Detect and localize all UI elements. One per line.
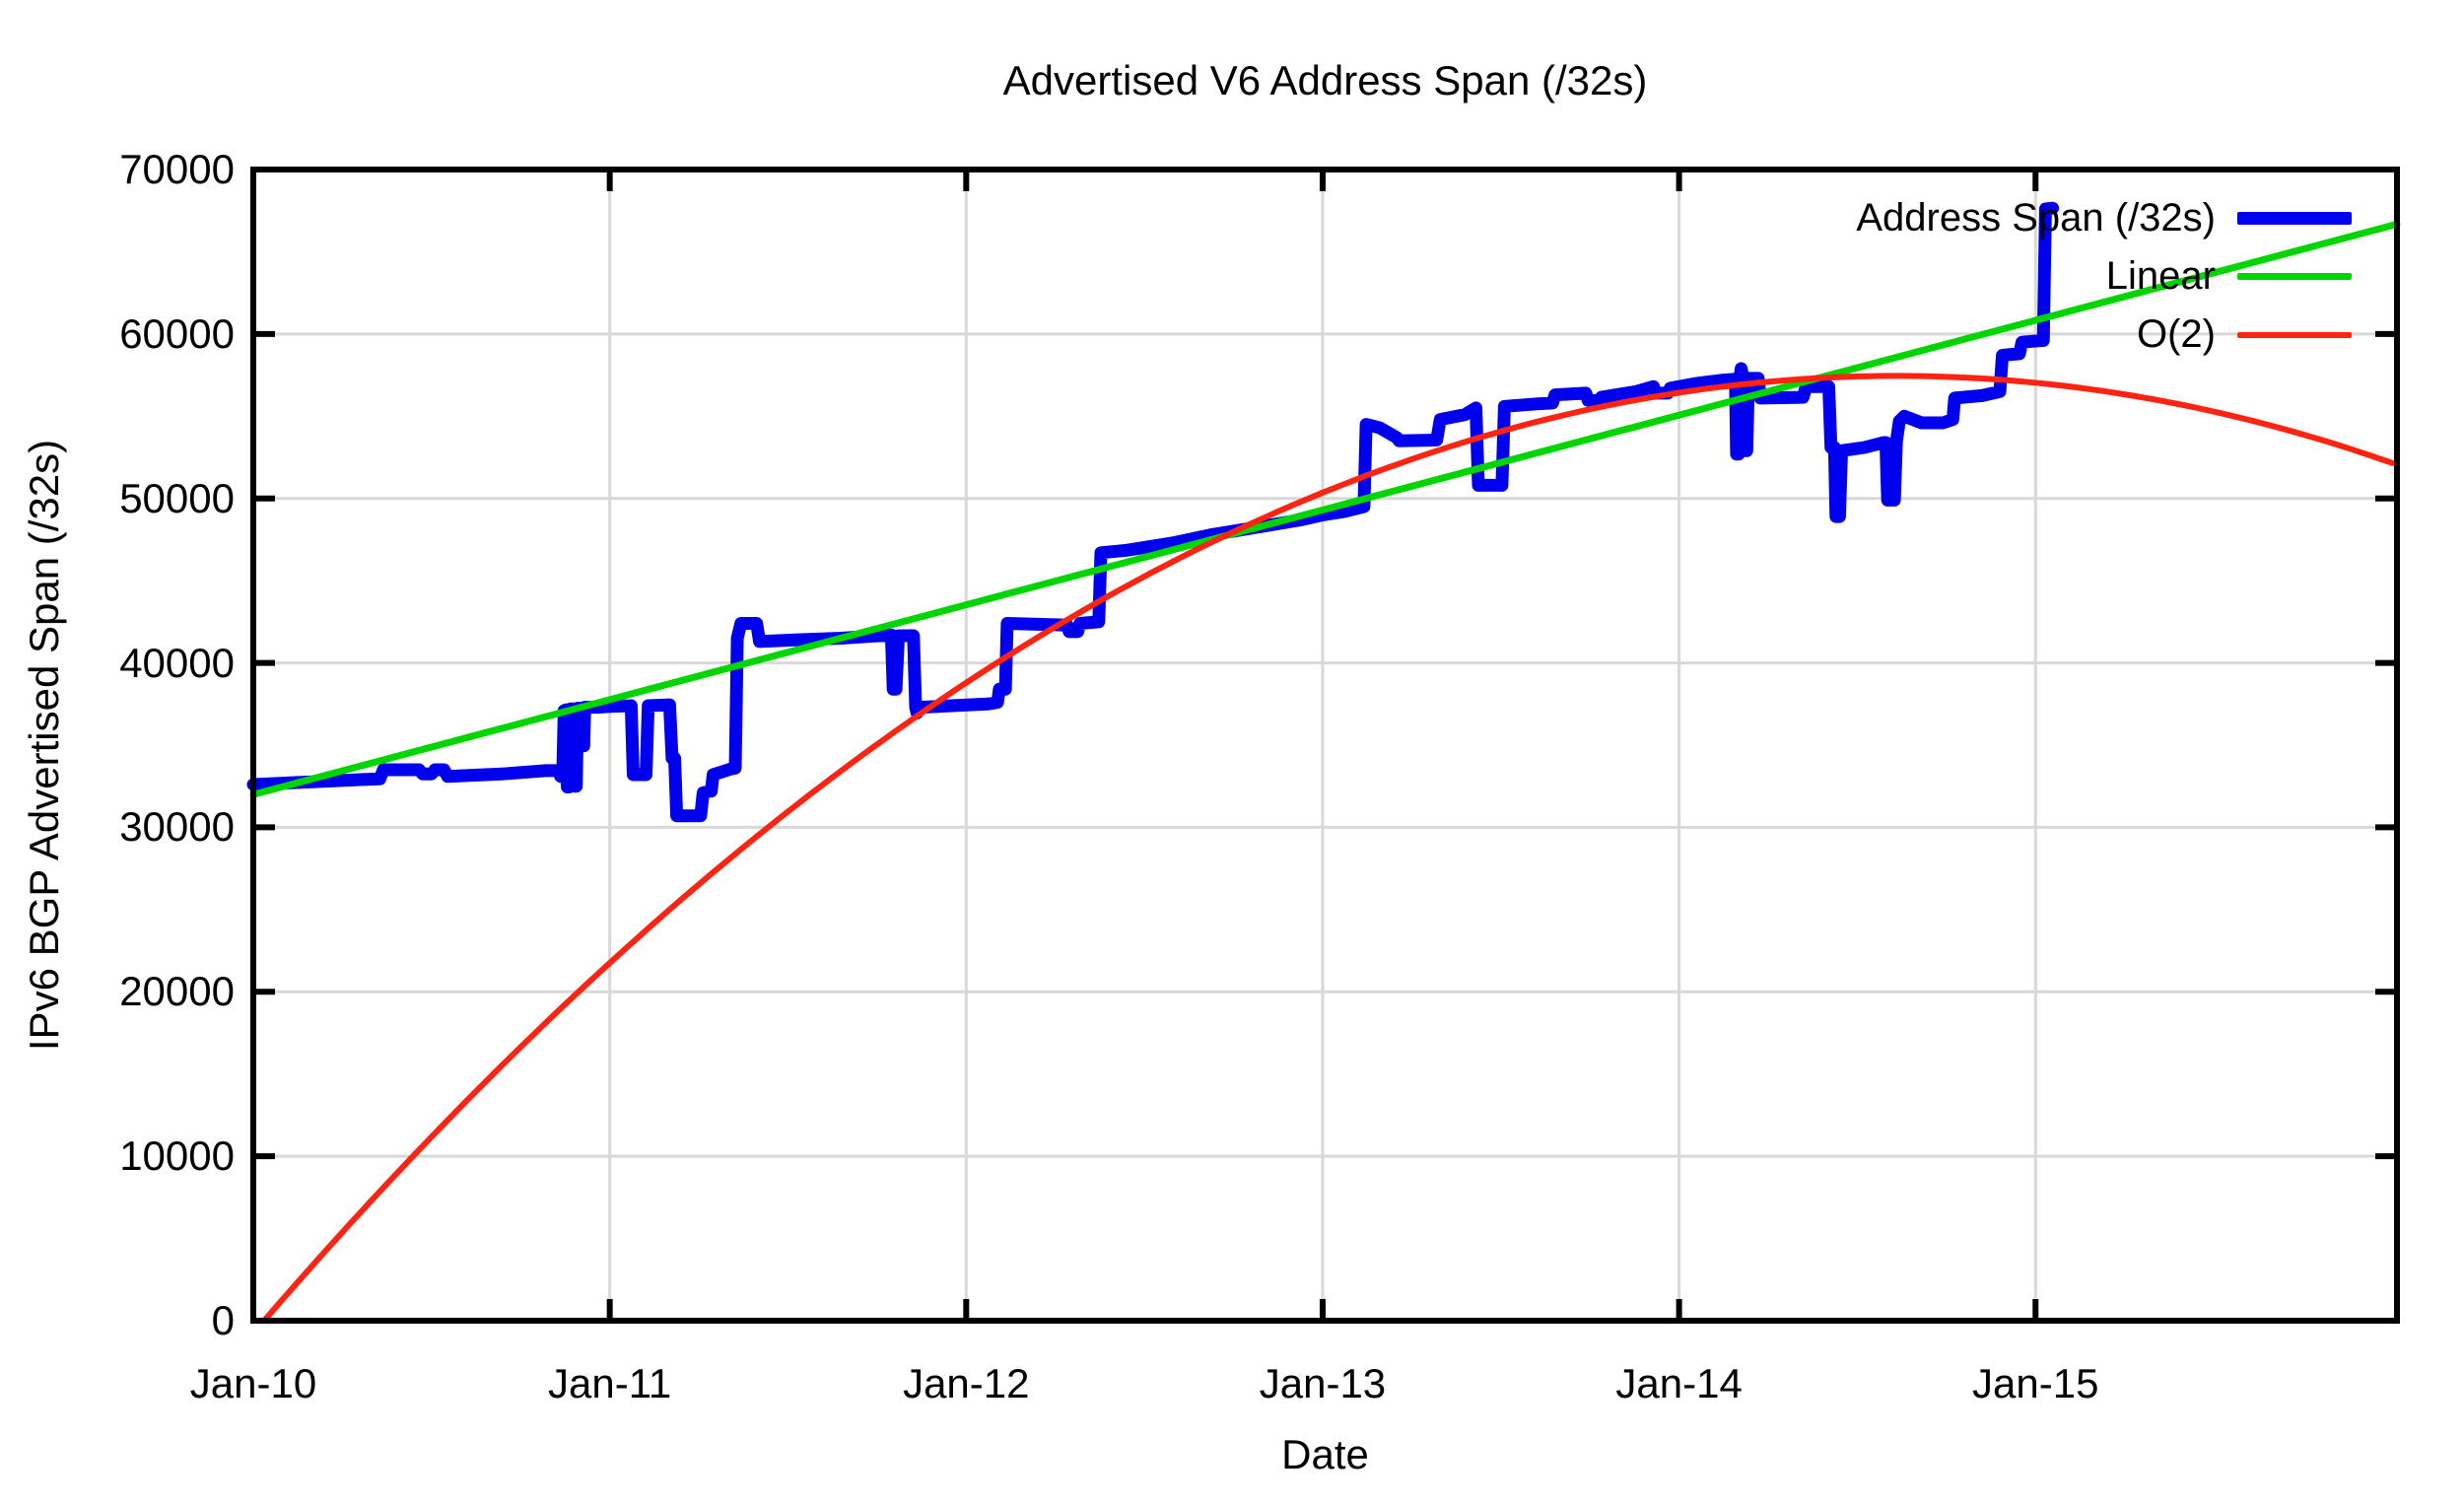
legend-swatch-linear: [2237, 273, 2352, 280]
legend-swatch-address-span: [2237, 212, 2352, 225]
y-tick-label: 10000: [119, 1132, 235, 1180]
legend: Address Span (/32s) Linear O(2): [1856, 189, 2352, 364]
legend-label-linear: Linear: [2105, 254, 2216, 298]
y-tick-label: 40000: [119, 639, 235, 686]
y-tick-label: 20000: [119, 968, 235, 1015]
y-tick-label: 70000: [119, 146, 235, 192]
legend-item-address-span: Address Span (/32s): [1856, 189, 2352, 247]
y-tick-label: 50000: [119, 474, 235, 521]
x-tick-label: Jan-15: [1972, 1360, 2099, 1406]
x-tick-label: Jan-11: [547, 1360, 672, 1406]
legend-swatch-o2: [2237, 331, 2352, 338]
x-axis-title: Date: [1281, 1431, 1369, 1477]
legend-label-o2: O(2): [2137, 312, 2216, 356]
chart-title: Advertised V6 Address Span (/32s): [1002, 57, 1648, 103]
y-tick-label: 30000: [119, 803, 235, 851]
y-tick-label: 0: [211, 1297, 235, 1343]
x-tick-label: Jan-14: [1615, 1360, 1743, 1406]
legend-item-linear: Linear: [1856, 247, 2352, 306]
legend-item-o2: O(2): [1856, 306, 2352, 364]
legend-label-address-span: Address Span (/32s): [1856, 196, 2216, 240]
y-tick-label: 60000: [119, 309, 235, 357]
x-tick-label: Jan-13: [1259, 1360, 1387, 1406]
x-tick-label: Jan-12: [903, 1360, 1030, 1406]
y-axis-title: IPv6 BGP Advertised Span (/32s): [21, 439, 67, 1052]
x-tick-label: Jan-10: [189, 1360, 317, 1406]
series-linear: [249, 220, 2401, 798]
series-o-2: [261, 373, 2396, 1324]
